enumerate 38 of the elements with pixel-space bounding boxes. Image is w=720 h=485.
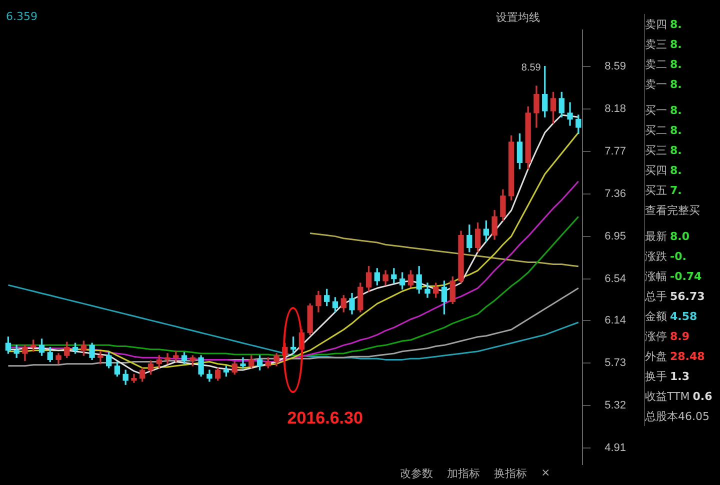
text: 卖四 8. [645,16,682,32]
y-tick-label: 7.36 [604,188,626,200]
text: 金额 4.58 [645,308,698,324]
y-tick-label: 8.59 [604,60,626,72]
y-tick-label: 5.32 [604,399,626,412]
y-tick-label: 5.73 [604,356,626,369]
annotation: 2016.6.30 [287,408,363,428]
y-tick-label: 6.54 [604,272,626,285]
text: 加指标 [447,466,480,481]
text: 卖三 8. [645,36,682,52]
text: 6.359 [6,10,38,23]
text: 卖二 8. [645,56,682,72]
text: 外盘 28.48 [645,348,705,364]
text: 涨跌 -0. [645,248,686,264]
text: 买四 8. [645,162,682,178]
text: 总股本46.05 [645,408,710,424]
text: 涨幅 -0.74 [645,268,702,284]
y-tick-label: 4.91 [604,442,626,454]
text: 换指标 [494,466,527,481]
text: 买二 8. [645,122,682,138]
y-tick-label: 6.14 [604,314,626,326]
text: 改参数 [400,466,433,481]
text: 涨停 8.9 [645,328,690,344]
annotation: 8.59 [521,62,542,74]
y-tick-label: 6.95 [604,230,626,242]
text: 买五 7. [645,182,682,198]
text: 查看完整买 [645,202,700,218]
text: 收益TTM 0.6 [645,388,712,404]
text: 买一 8. [645,102,682,118]
text: 最新 8.0 [645,228,690,244]
y-tick-label: 8.18 [604,102,626,115]
text: 卖一 8. [645,76,682,92]
y-tick-label: 7.77 [604,145,626,158]
text: 换手 1.3 [645,368,690,384]
text: 买三 8. [645,142,682,158]
text: × [541,466,550,481]
text: 总手 56.73 [645,288,705,304]
text: 设置均线 [496,10,540,25]
